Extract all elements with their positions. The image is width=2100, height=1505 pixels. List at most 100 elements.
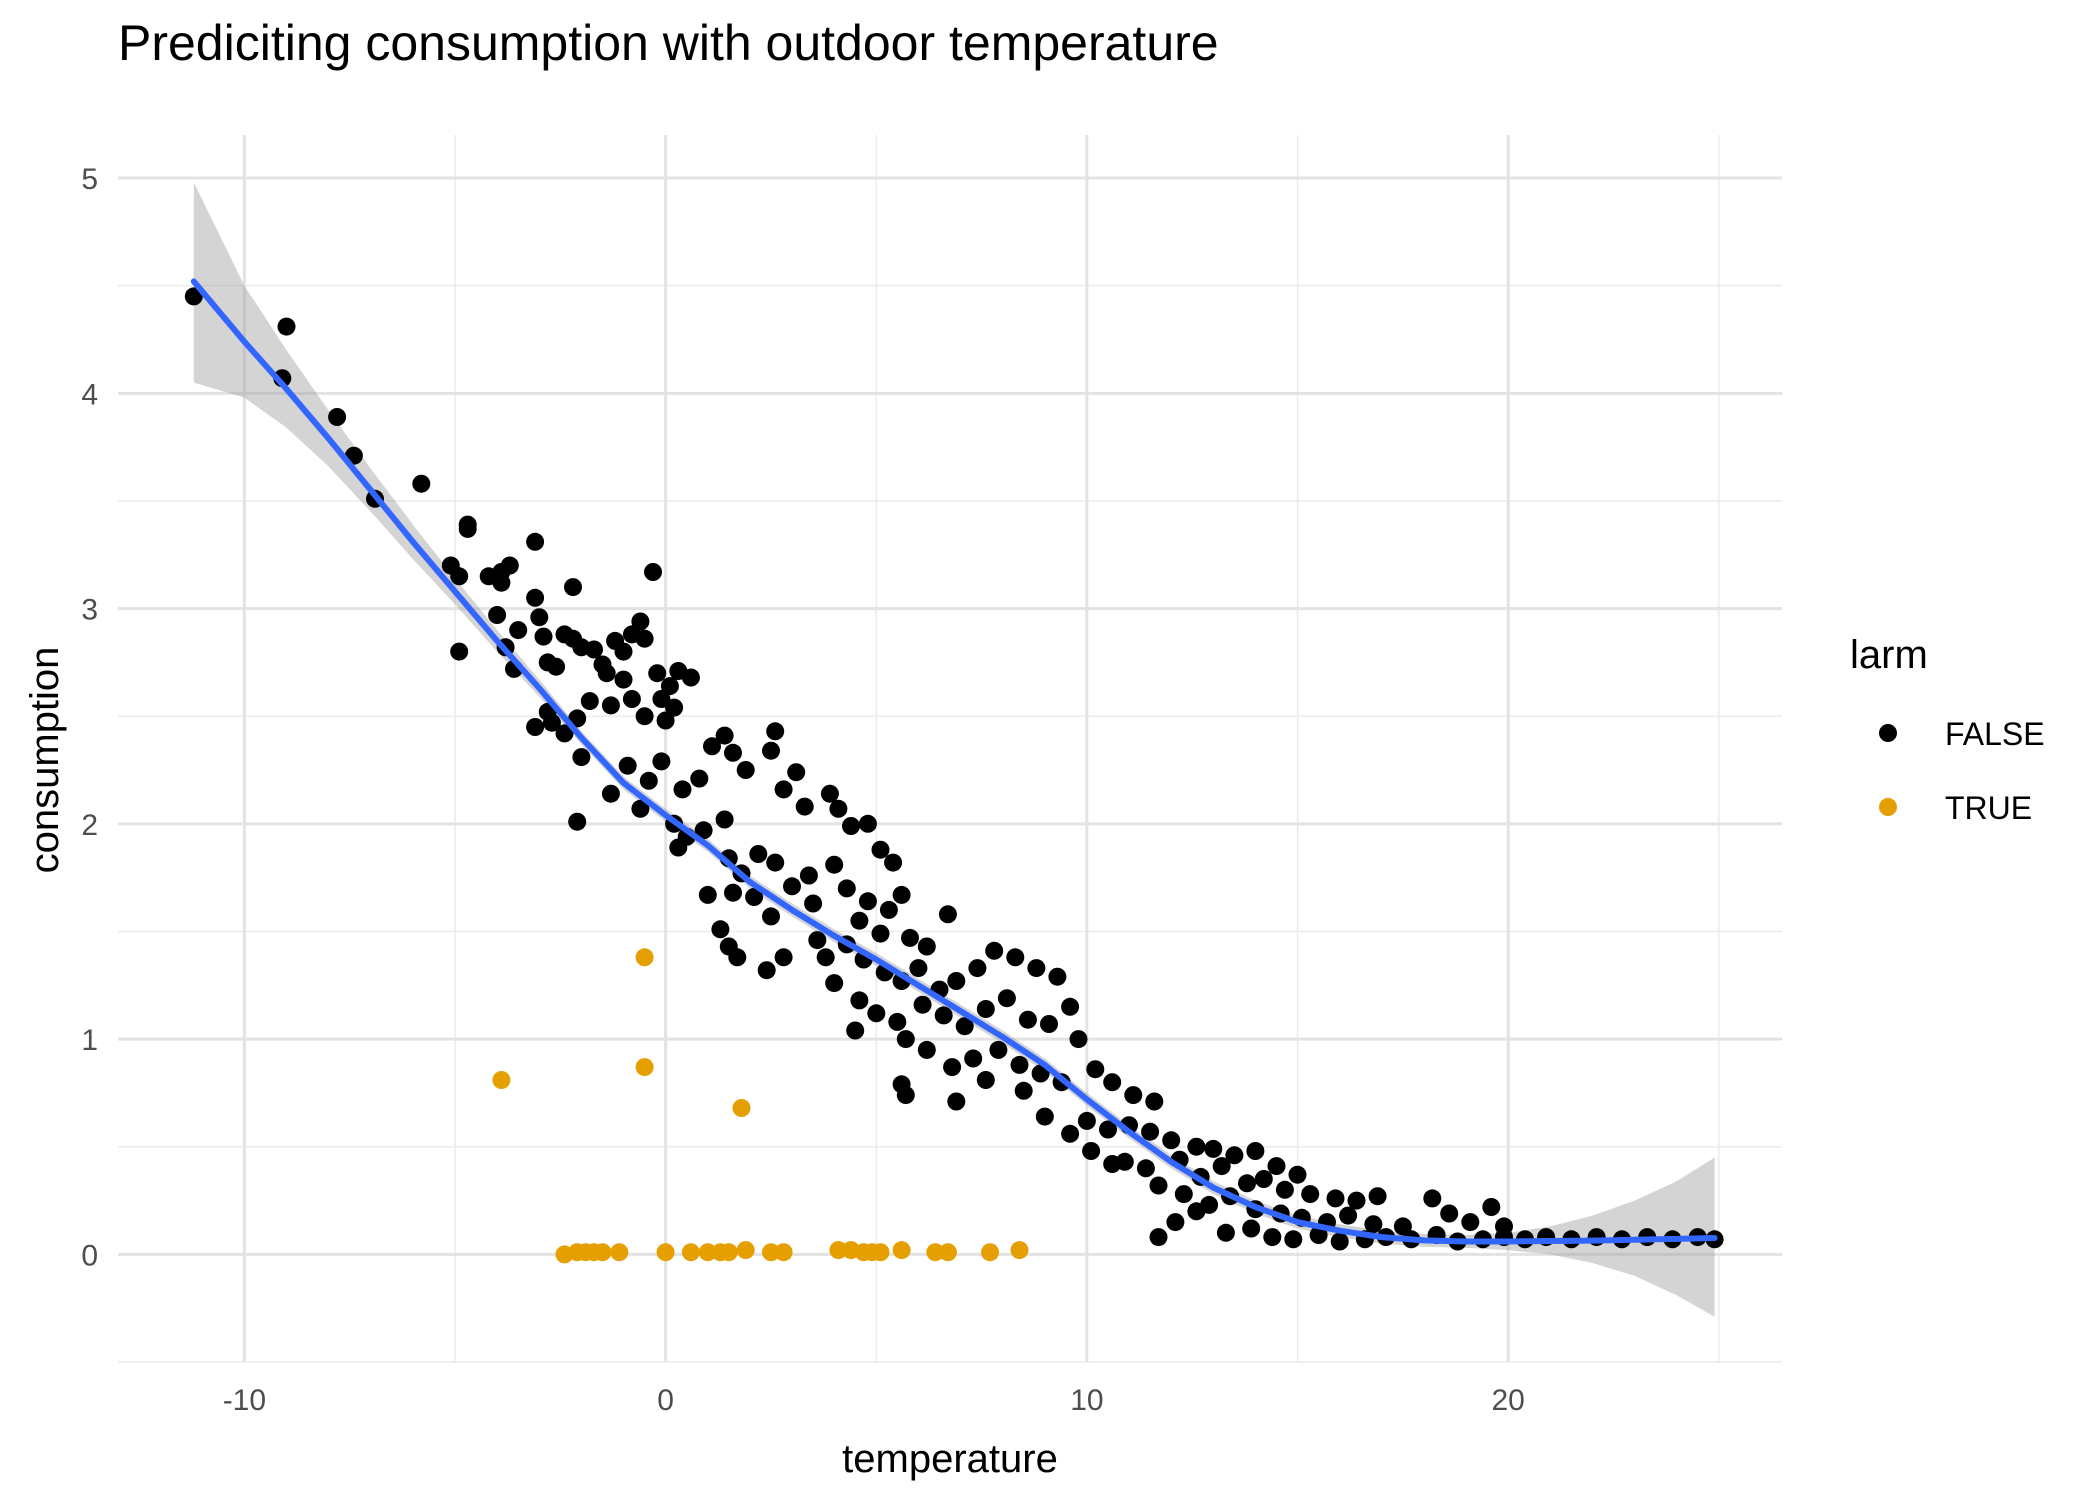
point-false: [648, 664, 667, 683]
point-false: [774, 948, 793, 967]
point-true: [635, 1058, 654, 1077]
x-axis-ticks: -10 0 10 20: [223, 1384, 1525, 1417]
point-false: [799, 866, 818, 885]
point-false: [656, 711, 675, 730]
point-false: [277, 317, 296, 336]
point-true: [719, 1243, 738, 1262]
point-false: [1162, 1131, 1181, 1150]
point-true: [981, 1243, 999, 1262]
point-false: [509, 621, 528, 640]
point-false: [1288, 1165, 1307, 1184]
point-false: [1309, 1226, 1328, 1244]
point-false: [846, 1021, 865, 1040]
point-false: [842, 817, 860, 835]
point-false: [745, 888, 764, 906]
point-false: [917, 937, 936, 956]
point-false: [1216, 1223, 1235, 1242]
point-false: [825, 855, 844, 874]
point-false: [1212, 1157, 1231, 1176]
point-false: [964, 1049, 983, 1068]
point-false: [1204, 1139, 1223, 1158]
point-false: [896, 1086, 915, 1105]
point-false: [614, 670, 633, 689]
point-false: [526, 718, 545, 736]
point-false: [943, 1058, 962, 1077]
point-false: [976, 1000, 995, 1018]
point-false: [1099, 1120, 1117, 1139]
x-tick-label: 10: [1070, 1384, 1103, 1417]
point-true: [732, 1099, 751, 1117]
point-true: [492, 1071, 511, 1089]
point-false: [660, 677, 679, 696]
x-axis-title: temperature: [842, 1437, 1058, 1481]
point-false: [580, 692, 599, 711]
point-false: [968, 959, 987, 978]
major-gridlines: [118, 135, 1782, 1362]
point-false: [1326, 1189, 1345, 1208]
point-false: [934, 1006, 953, 1025]
point-false: [1482, 1198, 1501, 1216]
point-false: [1246, 1142, 1265, 1160]
point-false: [1301, 1185, 1320, 1204]
point-true: [938, 1243, 957, 1262]
point-false: [808, 931, 827, 950]
point-false: [757, 961, 776, 980]
point-false: [724, 743, 742, 762]
point-false: [858, 814, 877, 833]
point-false: [458, 519, 477, 538]
point-false: [1061, 1124, 1080, 1143]
point-false: [1187, 1137, 1206, 1156]
point-false: [1149, 1228, 1168, 1247]
point-false: [328, 408, 347, 426]
y-tick-label: 1: [81, 1024, 98, 1057]
point-false: [829, 799, 848, 818]
point-false: [450, 567, 469, 586]
point-false: [1006, 948, 1025, 967]
point-false: [858, 892, 877, 911]
point-false: [1086, 1060, 1105, 1079]
point-false: [871, 924, 890, 943]
point-false: [715, 810, 734, 829]
point-false: [976, 1071, 995, 1089]
point-false: [1149, 1176, 1168, 1195]
point-false: [1330, 1232, 1349, 1251]
point-false: [1364, 1215, 1383, 1234]
point-false: [766, 722, 785, 741]
point-true: [871, 1243, 890, 1262]
point-false: [787, 763, 806, 782]
smooth-line: [190, 278, 1718, 1245]
point-false: [715, 726, 734, 745]
point-false: [1254, 1170, 1273, 1188]
point-false: [703, 737, 721, 756]
point-false: [736, 761, 755, 779]
legend: larm FALSE TRUE: [1850, 633, 2045, 826]
x-tick-label: 20: [1491, 1384, 1524, 1417]
point-false: [1242, 1219, 1261, 1238]
point-true: [698, 1243, 717, 1262]
point-true: [656, 1243, 675, 1262]
legend-key-false: [1879, 724, 1897, 742]
point-false: [673, 780, 692, 799]
point-false: [955, 1017, 974, 1036]
point-false: [669, 838, 688, 857]
point-false: [909, 959, 928, 978]
legend-key-true: [1879, 798, 1897, 816]
point-false: [542, 713, 561, 732]
smooth-line-layer: [190, 278, 1718, 1245]
point-true: [681, 1243, 700, 1262]
point-false: [1040, 1015, 1058, 1033]
point-false: [1461, 1213, 1480, 1232]
scatter-points-layer: [184, 287, 1724, 1264]
point-false: [1440, 1204, 1459, 1223]
point-false: [989, 1040, 1008, 1059]
point-false: [526, 532, 545, 551]
point-false: [892, 885, 911, 904]
point-false: [1339, 1206, 1358, 1225]
y-axis-ticks: 0 1 2 3 4 5: [81, 163, 98, 1272]
point-false: [1267, 1157, 1286, 1176]
point-false: [1077, 1111, 1096, 1130]
point-false: [1103, 1073, 1122, 1092]
point-false: [1145, 1092, 1164, 1111]
point-false: [644, 563, 662, 581]
point-false: [635, 629, 654, 648]
